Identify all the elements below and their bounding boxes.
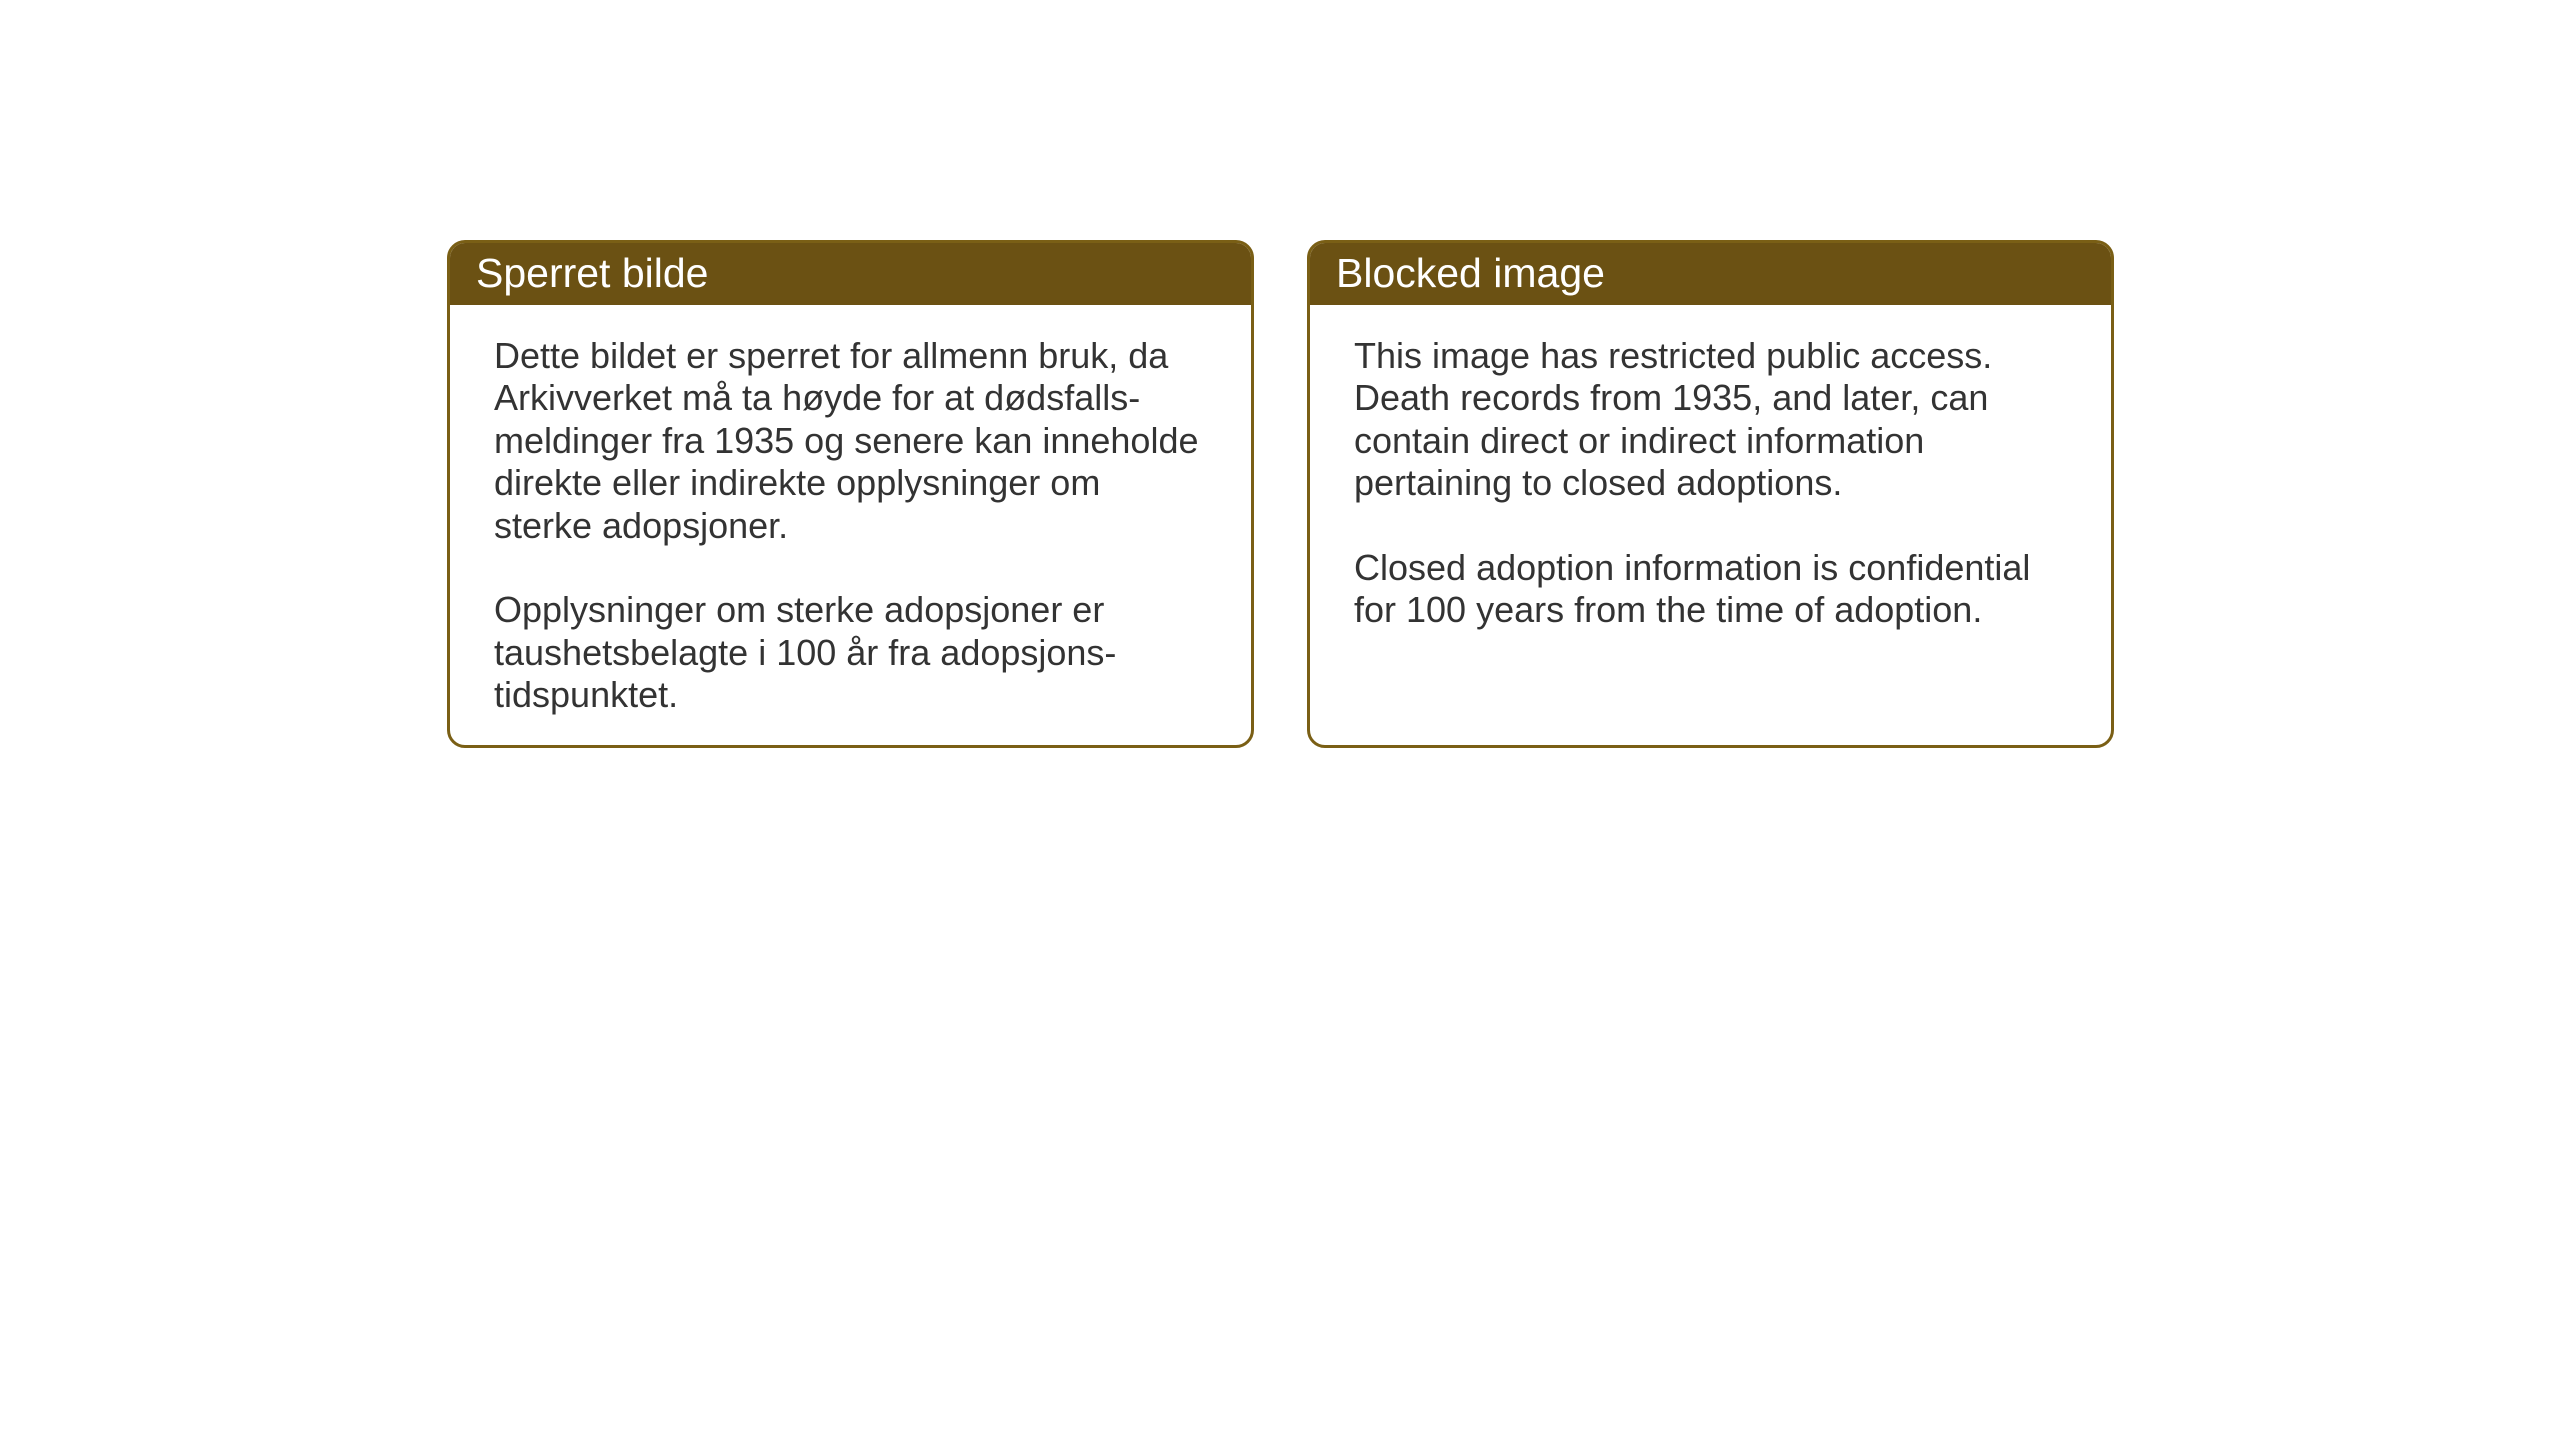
card-body-english: This image has restricted public access.…	[1310, 305, 2111, 662]
card-paragraph-2-english: Closed adoption information is confident…	[1354, 547, 2067, 632]
cards-container: Sperret bilde Dette bildet er sperret fo…	[447, 240, 2114, 748]
card-paragraph-2-norwegian: Opplysninger om sterke adopsjoner er tau…	[494, 589, 1207, 716]
card-header-english: Blocked image	[1310, 243, 2111, 305]
card-body-norwegian: Dette bildet er sperret for allmenn bruk…	[450, 305, 1251, 747]
card-title-english: Blocked image	[1336, 250, 1605, 297]
card-header-norwegian: Sperret bilde	[450, 243, 1251, 305]
card-paragraph-1-norwegian: Dette bildet er sperret for allmenn bruk…	[494, 335, 1207, 547]
card-english: Blocked image This image has restricted …	[1307, 240, 2114, 748]
card-title-norwegian: Sperret bilde	[476, 250, 708, 297]
card-norwegian: Sperret bilde Dette bildet er sperret fo…	[447, 240, 1254, 748]
card-paragraph-1-english: This image has restricted public access.…	[1354, 335, 2067, 505]
